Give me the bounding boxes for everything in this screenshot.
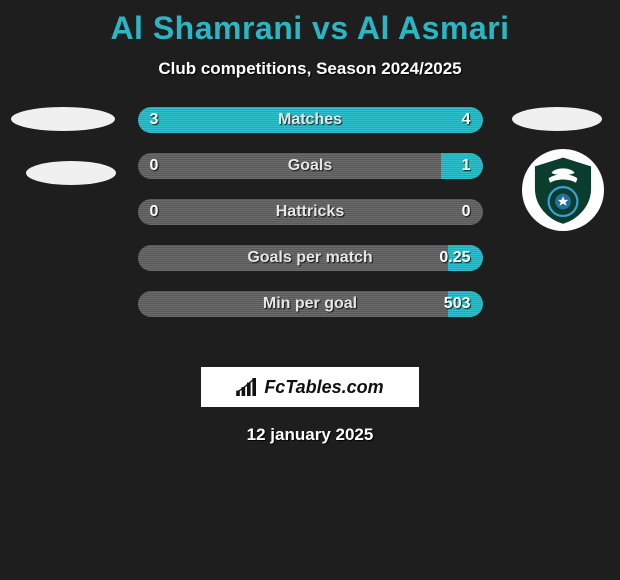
bar-chart-icon <box>236 378 258 396</box>
stat-value-right: 0 <box>462 199 471 225</box>
brand-badge[interactable]: FcTables.com <box>201 367 419 407</box>
right-team-badges <box>502 107 612 231</box>
stat-row: Min per goal503 <box>138 291 483 317</box>
team-badge-placeholder <box>512 107 602 131</box>
brand-text: FcTables.com <box>264 377 383 398</box>
date-text: 12 january 2025 <box>0 425 620 445</box>
stat-label: Goals <box>138 153 483 179</box>
stat-row: Goals per match0.25 <box>138 245 483 271</box>
stat-row: Goals01 <box>138 153 483 179</box>
team-badge-al-ahli <box>522 149 604 231</box>
stat-value-left: 0 <box>150 199 159 225</box>
shield-crest-icon <box>527 154 599 226</box>
stat-bars: Matches34Goals01Hattricks00Goals per mat… <box>138 107 483 317</box>
stat-row: Matches34 <box>138 107 483 133</box>
stat-fill-right <box>441 153 482 179</box>
stat-row: Hattricks0 0 <box>138 199 483 225</box>
stat-fill-right <box>276 107 483 133</box>
comparison-card: Al Shamrani vs Al Asmari Club competitio… <box>0 0 620 445</box>
stat-fill-right <box>448 291 483 317</box>
left-team-badges <box>8 107 118 215</box>
stat-label: Goals per match <box>138 245 483 271</box>
stat-fill-right <box>448 245 483 271</box>
stats-area: Matches34Goals01Hattricks00Goals per mat… <box>0 107 620 347</box>
page-subtitle: Club competitions, Season 2024/2025 <box>0 59 620 79</box>
stat-fill-left <box>138 107 276 133</box>
team-badge-placeholder <box>26 161 116 185</box>
stat-label: Hattricks <box>138 199 483 225</box>
page-title: Al Shamrani vs Al Asmari <box>0 10 620 47</box>
stat-value-left: 0 <box>150 153 159 179</box>
team-badge-placeholder <box>11 107 115 131</box>
stat-label: Min per goal <box>138 291 483 317</box>
